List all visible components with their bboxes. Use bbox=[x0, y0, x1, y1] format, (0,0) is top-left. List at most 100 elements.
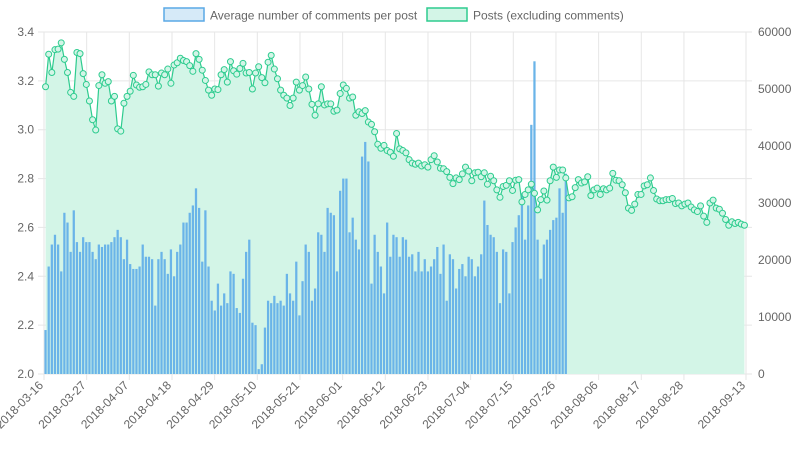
comments-bar bbox=[116, 229, 119, 374]
posts-point bbox=[349, 93, 357, 101]
comments-bar bbox=[263, 327, 267, 374]
posts-point bbox=[327, 100, 335, 108]
comments-bar bbox=[125, 239, 129, 374]
comments-bar bbox=[88, 242, 91, 374]
comments-bar bbox=[270, 303, 273, 374]
comments-bar bbox=[298, 315, 301, 374]
comments-bar bbox=[75, 242, 79, 374]
posts-point bbox=[283, 94, 291, 102]
legend-item-comments[interactable]: Average number of comments per post bbox=[163, 7, 418, 23]
comments-bar bbox=[439, 273, 442, 374]
posts-point bbox=[562, 174, 570, 182]
legend-item-posts[interactable]: Posts (excluding comments) bbox=[426, 7, 624, 23]
comments-bar bbox=[285, 273, 289, 374]
comments-bar bbox=[44, 330, 47, 374]
comments-bar bbox=[238, 312, 241, 374]
comments-bar bbox=[332, 215, 336, 374]
comments-bar bbox=[304, 244, 307, 374]
posts-point bbox=[643, 181, 651, 189]
posts-point bbox=[104, 78, 112, 86]
posts-point bbox=[267, 51, 275, 59]
posts-point bbox=[92, 126, 100, 134]
comments-bar bbox=[389, 256, 392, 374]
comments-bar bbox=[360, 156, 364, 374]
posts-point bbox=[198, 66, 206, 74]
posts-point bbox=[82, 80, 90, 88]
comments-bar bbox=[147, 256, 151, 374]
posts-point bbox=[621, 189, 629, 197]
posts-point bbox=[336, 90, 344, 98]
comments-bar bbox=[207, 266, 210, 374]
comments-bar bbox=[501, 249, 505, 374]
comments-bar bbox=[467, 256, 470, 374]
posts-point bbox=[402, 149, 410, 157]
posts-point bbox=[530, 189, 538, 197]
posts-point bbox=[389, 152, 397, 160]
posts-point bbox=[98, 71, 106, 79]
comments-bar bbox=[135, 268, 138, 374]
posts-point bbox=[233, 70, 241, 78]
posts-point bbox=[277, 86, 285, 94]
comments-bar bbox=[185, 222, 188, 374]
comments-bar bbox=[53, 234, 57, 374]
comments-bar bbox=[301, 281, 304, 374]
comments-bar bbox=[235, 308, 238, 374]
comments-bar bbox=[392, 234, 395, 374]
comments-bar bbox=[276, 303, 279, 374]
posts-area-fill bbox=[45, 42, 745, 374]
comments-bar bbox=[354, 239, 357, 374]
comments-bar bbox=[426, 271, 430, 374]
posts-point bbox=[302, 73, 310, 81]
comments-bar bbox=[376, 251, 379, 374]
posts-point bbox=[709, 196, 717, 204]
comments-bar bbox=[160, 251, 163, 374]
comments-bar bbox=[561, 212, 564, 374]
comments-bar bbox=[295, 261, 298, 374]
comments-bar bbox=[401, 237, 404, 374]
posts-point bbox=[220, 66, 228, 74]
posts-point bbox=[668, 194, 676, 202]
posts-point bbox=[480, 169, 488, 177]
comments-bar bbox=[451, 259, 455, 374]
posts-point bbox=[151, 71, 159, 79]
posts-point bbox=[465, 167, 473, 175]
y-left-tick-label: 3.0 bbox=[17, 123, 34, 137]
posts-point bbox=[317, 83, 325, 91]
comments-bar bbox=[279, 300, 282, 374]
posts-point bbox=[534, 206, 542, 214]
posts-point bbox=[142, 80, 150, 88]
posts-point bbox=[292, 78, 300, 86]
comments-bar bbox=[458, 268, 461, 374]
comments-bar bbox=[219, 305, 223, 374]
comments-bar bbox=[464, 276, 467, 374]
comments-bar bbox=[66, 222, 69, 374]
comments-bar bbox=[351, 217, 354, 374]
posts-line bbox=[42, 39, 748, 229]
posts-point bbox=[314, 100, 322, 108]
posts-point bbox=[722, 216, 730, 224]
posts-point bbox=[505, 177, 513, 185]
posts-point bbox=[95, 82, 103, 90]
comments-bar bbox=[232, 273, 235, 374]
comments-bar bbox=[473, 276, 477, 374]
posts-point bbox=[493, 186, 501, 194]
legend-label-comments: Average number of comments per post bbox=[210, 9, 418, 23]
comments-bar bbox=[107, 244, 110, 374]
comments-bar bbox=[558, 188, 561, 374]
comments-bar bbox=[210, 300, 213, 374]
posts-point bbox=[740, 221, 748, 229]
posts-point bbox=[433, 158, 441, 166]
comments-bar bbox=[288, 293, 292, 374]
posts-point bbox=[60, 55, 68, 63]
posts-point bbox=[264, 58, 272, 66]
posts-point bbox=[64, 68, 72, 76]
comments-bar bbox=[357, 249, 361, 374]
posts-point bbox=[596, 190, 604, 198]
comments-bar bbox=[60, 271, 63, 374]
comments-bar bbox=[251, 322, 254, 374]
posts-point bbox=[195, 55, 203, 63]
comments-bar bbox=[379, 266, 383, 374]
posts-point bbox=[430, 152, 438, 160]
posts-point bbox=[446, 173, 454, 181]
posts-point bbox=[449, 180, 457, 188]
